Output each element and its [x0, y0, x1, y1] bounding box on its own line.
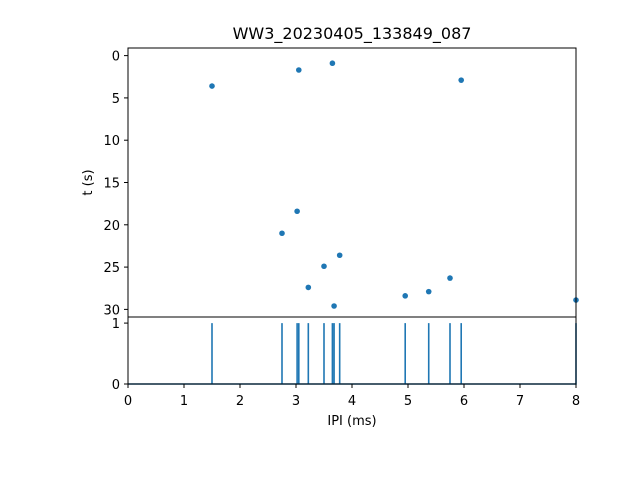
scatter-y-tick-label: 10 — [103, 134, 120, 149]
scatter-point-7 — [321, 263, 327, 270]
ipi-x-tick-label: 1 — [180, 394, 188, 409]
scatter-point-1 — [296, 67, 302, 73]
scatter-point-5 — [279, 230, 285, 237]
scatter-point-2 — [329, 60, 336, 67]
scatter-y-axis-label: t (s) — [81, 169, 96, 195]
scatter-point-12 — [447, 275, 453, 281]
scatter-y-tick-label: 15 — [103, 177, 120, 192]
scatter-point-10 — [402, 293, 409, 299]
scatter-point-4 — [294, 208, 300, 215]
ipi-x-tick-label: 3 — [292, 394, 300, 409]
scatter-axes: 0 5 10 15 20 25 30 t (s) — [81, 47, 579, 318]
scatter-y-tick-label: 30 — [103, 303, 120, 318]
scatter-point-11 — [425, 288, 432, 295]
ipi-x-tick-label: 2 — [236, 394, 244, 409]
scatter-y-tick-label: 25 — [103, 261, 120, 276]
scatter-point-8 — [305, 284, 312, 291]
ipi-x-tick-label: 6 — [460, 394, 468, 409]
scatter-y-tick-label: 5 — [112, 92, 120, 107]
ipi-x-tick-label: 5 — [404, 394, 412, 409]
chart-title: WW3_20230405_133849_087 — [233, 24, 472, 44]
ipi-y-tick-label: 1 — [112, 317, 120, 332]
scatter-y-ticks: 0 5 10 15 20 25 30 — [103, 50, 128, 318]
scatter-point-0 — [209, 83, 215, 89]
ipi-x-tick-label: 8 — [572, 394, 580, 409]
ipi-x-tick-label: 7 — [516, 394, 524, 409]
scatter-y-tick-label: 20 — [103, 219, 120, 234]
ipi-y-ticks: 01 — [112, 317, 128, 393]
ipi-x-axis-label: IPI (ms) — [327, 414, 376, 429]
ipi-x-tick-label: 0 — [124, 394, 132, 409]
scatter-point-3 — [458, 77, 465, 83]
ipi-y-tick-label: 0 — [112, 378, 120, 393]
ipi-plot-frame — [127, 316, 577, 385]
ipi-x-tick-label: 4 — [348, 394, 356, 409]
ipi-x-ticks: 0 1 2 3 4 5 6 7 8 — [124, 384, 580, 409]
scatter-point-6 — [336, 252, 343, 259]
scatter-point-9 — [331, 303, 337, 309]
scatter-y-tick-label: 0 — [112, 50, 120, 65]
